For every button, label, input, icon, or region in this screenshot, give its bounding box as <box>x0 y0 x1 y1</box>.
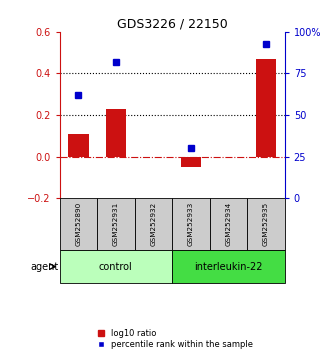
Bar <box>256 59 276 156</box>
Bar <box>210 198 247 250</box>
Bar <box>97 198 135 250</box>
Text: GSM252932: GSM252932 <box>150 202 156 246</box>
Bar <box>181 156 201 167</box>
Text: agent: agent <box>30 262 59 272</box>
Bar <box>247 198 285 250</box>
Bar <box>172 198 210 250</box>
Text: control: control <box>99 262 133 272</box>
Bar <box>172 250 285 283</box>
Legend: log10 ratio, percentile rank within the sample: log10 ratio, percentile rank within the … <box>97 328 254 350</box>
Bar <box>60 198 97 250</box>
Title: GDS3226 / 22150: GDS3226 / 22150 <box>117 18 227 31</box>
Text: GSM252935: GSM252935 <box>263 202 269 246</box>
Bar <box>135 198 172 250</box>
Text: GSM252890: GSM252890 <box>75 202 81 246</box>
Bar <box>106 109 126 156</box>
Text: interleukin-22: interleukin-22 <box>194 262 262 272</box>
Text: GSM252931: GSM252931 <box>113 202 119 246</box>
Bar <box>68 134 89 156</box>
Bar <box>60 250 172 283</box>
Text: GSM252934: GSM252934 <box>225 202 231 246</box>
Text: GSM252933: GSM252933 <box>188 202 194 246</box>
